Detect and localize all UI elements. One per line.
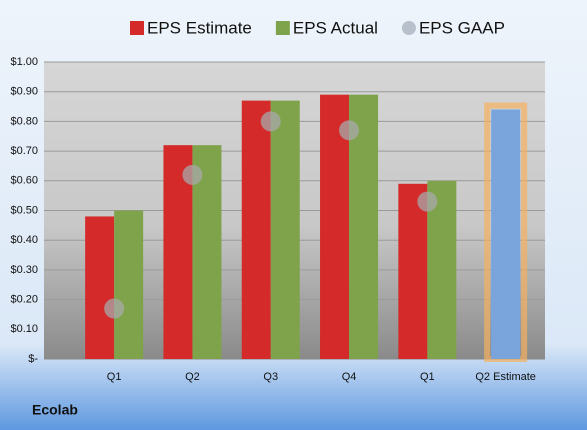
y-tick-label: $0.40 bbox=[10, 234, 38, 246]
x-tick-label: Q4 bbox=[342, 371, 357, 383]
legend-marker bbox=[130, 21, 144, 35]
bar bbox=[85, 216, 115, 359]
legend-marker bbox=[275, 21, 290, 35]
x-tick-label: Q3 bbox=[263, 371, 278, 383]
y-tick-label: $0.60 bbox=[10, 175, 38, 187]
bar bbox=[491, 109, 521, 360]
gaap-marker bbox=[417, 191, 438, 212]
bar bbox=[427, 180, 457, 359]
bar bbox=[398, 183, 428, 359]
y-tick-label: $0.80 bbox=[10, 115, 38, 127]
gaap-marker bbox=[339, 120, 360, 141]
y-tick-label: $1.00 bbox=[10, 56, 38, 68]
x-tick-label: Q2 Estimate bbox=[475, 371, 536, 383]
legend-marker bbox=[401, 21, 416, 35]
y-tick-label: $0.10 bbox=[10, 323, 38, 335]
legend-label: EPS Actual bbox=[293, 18, 378, 37]
bar bbox=[270, 100, 300, 360]
y-tick-label: $0.30 bbox=[10, 264, 38, 276]
legend-label: EPS Estimate bbox=[147, 18, 252, 37]
y-tick-label: $0.50 bbox=[10, 204, 38, 216]
y-tick-label: $0.70 bbox=[10, 145, 38, 157]
bar bbox=[241, 100, 271, 360]
chart-title: Ecolab bbox=[32, 402, 78, 418]
y-tick-label: $- bbox=[28, 353, 38, 365]
gaap-marker bbox=[260, 111, 281, 132]
x-tick-label: Q2 bbox=[185, 371, 200, 383]
legend-label: EPS GAAP bbox=[419, 18, 505, 37]
x-tick-label: Q1 bbox=[107, 371, 122, 383]
x-tick-label: Q1 bbox=[420, 371, 435, 383]
y-tick-label: $0.90 bbox=[10, 86, 38, 98]
gaap-marker bbox=[104, 298, 125, 319]
bar bbox=[114, 210, 144, 359]
y-tick-label: $0.20 bbox=[10, 294, 38, 306]
gaap-marker bbox=[182, 164, 203, 185]
